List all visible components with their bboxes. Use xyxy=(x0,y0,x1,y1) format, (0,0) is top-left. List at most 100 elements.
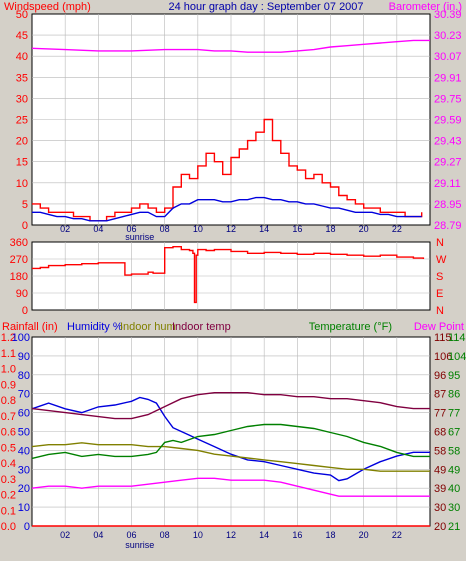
axis-tick-label: 50 xyxy=(16,9,28,21)
axis-tick-label: 60 xyxy=(18,408,30,420)
x-tick-label: 14 xyxy=(259,224,269,234)
series-line xyxy=(31,396,430,482)
axis-tick-label: 58 xyxy=(448,445,460,457)
barometer-axis-title: Barometer (in.) xyxy=(389,1,462,13)
axis-tick-label: 40 xyxy=(18,445,30,457)
axis-tick-label: 87 xyxy=(434,389,446,401)
axis-tick-label: 0.7 xyxy=(1,411,16,423)
climate-panel-series xyxy=(31,392,430,527)
axis-tick-label: 67 xyxy=(448,427,460,439)
axis-tick-label: 0 xyxy=(22,305,28,317)
wind-panel-x-tick-labels: 02 04 06 08 10 12 14 16 18 20 22 xyxy=(60,224,402,234)
axis-tick-label: 0 xyxy=(24,521,30,533)
axis-tick-label: 30.39 xyxy=(434,9,462,21)
axis-tick-label: 10 xyxy=(16,178,28,190)
series-line xyxy=(31,392,430,420)
rainfall-legend: Rainfall (in) xyxy=(2,321,58,333)
axis-tick-label: 28.95 xyxy=(434,199,462,211)
axis-tick-label: 0.1 xyxy=(1,505,16,517)
axis-tick-label: S xyxy=(436,271,443,283)
axis-tick-label: 1.1 xyxy=(1,348,16,360)
axis-tick-label: 30 xyxy=(448,502,460,514)
x-tick-label: 14 xyxy=(259,530,269,540)
x-tick-label: 02 xyxy=(60,224,70,234)
series-line xyxy=(32,246,425,304)
chart-title: 24 hour graph day : September 07 2007 xyxy=(168,1,363,13)
x-tick-label: 12 xyxy=(226,224,236,234)
axis-tick-label: 70 xyxy=(18,389,30,401)
axis-tick-label: 29.27 xyxy=(434,157,462,169)
x-tick-label: 20 xyxy=(359,224,369,234)
axis-tick-label: 90 xyxy=(18,351,30,363)
axis-tick-label: 29.11 xyxy=(434,178,461,190)
axis-tick-label: 1.0 xyxy=(1,364,16,376)
x-tick-label: 08 xyxy=(160,530,170,540)
axis-tick-label: 68 xyxy=(434,427,446,439)
axis-tick-label: 5 xyxy=(22,199,28,211)
x-tick-label: 20 xyxy=(359,530,369,540)
axis-tick-label: 0.6 xyxy=(1,427,16,439)
x-tick-label: 10 xyxy=(193,530,203,540)
humidity-legend: Humidity % xyxy=(67,321,123,333)
axis-tick-label: 21 xyxy=(448,521,460,533)
axis-tick-label: 20 xyxy=(434,521,446,533)
windspeed-tick-labels: 0 5 10 15 20 25 30 35 40 45 50 xyxy=(16,9,28,232)
axis-tick-label: 30.07 xyxy=(434,51,462,63)
dew-point-tick-labels: 21 30 40 49 58 67 77 86 95 104 114 xyxy=(448,332,466,533)
axis-tick-label: 29.43 xyxy=(434,136,462,148)
series-line xyxy=(31,442,430,472)
axis-tick-label: N xyxy=(436,237,444,249)
climate-panel-x-tick-labels: 02 04 06 08 10 12 14 16 18 20 22 xyxy=(60,530,402,540)
wind-panel-grid xyxy=(32,14,430,225)
axis-tick-label: 40 xyxy=(448,483,460,495)
axis-tick-label: 360 xyxy=(10,237,28,249)
axis-tick-label: 77 xyxy=(434,408,446,420)
axis-tick-label: 0.2 xyxy=(1,490,16,502)
direction-degree-tick-labels: 0 90 180 270 360 xyxy=(10,237,28,317)
axis-tick-label: 0.0 xyxy=(1,521,16,533)
x-tick-label: 02 xyxy=(60,530,70,540)
axis-tick-label: 39 xyxy=(434,483,446,495)
axis-tick-label: 77 xyxy=(448,408,460,420)
axis-tick-label: 0.3 xyxy=(1,474,16,486)
series-line xyxy=(31,477,430,497)
indoor-hum-legend: Indoor hum xyxy=(120,321,176,333)
series-line xyxy=(32,196,422,222)
axis-tick-label: 100 xyxy=(12,332,30,344)
axis-tick-label: 30 xyxy=(18,464,30,476)
sunrise-label: sunrise xyxy=(125,540,154,550)
axis-tick-label: 96 xyxy=(434,370,446,382)
axis-tick-label: 106 xyxy=(434,351,452,363)
dew-point-legend: Dew Point xyxy=(414,321,464,333)
axis-tick-label: 40 xyxy=(16,51,28,63)
axis-tick-label: 86 xyxy=(448,389,460,401)
x-tick-label: 10 xyxy=(193,224,203,234)
axis-tick-label: 0 xyxy=(22,220,28,232)
axis-tick-label: 29.59 xyxy=(434,115,462,127)
axis-tick-label: 50 xyxy=(18,427,30,439)
rainfall-tick-labels: 0.0 0.1 0.2 0.3 0.4 0.5 0.6 0.7 0.8 0.9 1.0 1.1 1.2 xyxy=(1,332,16,533)
x-tick-label: 22 xyxy=(392,224,402,234)
axis-tick-label: 114 xyxy=(448,332,466,344)
indoor-temp-legend: Indoor temp xyxy=(172,321,231,333)
axis-tick-label: 180 xyxy=(10,271,28,283)
axis-tick-label: 30 xyxy=(16,93,28,105)
x-tick-label: 06 xyxy=(126,224,136,234)
x-tick-label: 04 xyxy=(93,224,103,234)
temperature-tick-labels: 20 30 39 49 58 68 77 87 96 106 115 xyxy=(434,332,452,533)
axis-tick-label: 28.79 xyxy=(434,220,462,232)
sunrise-label: sunrise xyxy=(125,232,154,242)
x-tick-label: 18 xyxy=(325,530,335,540)
axis-tick-label: E xyxy=(436,288,443,300)
series-line xyxy=(32,118,423,222)
x-tick-label: 08 xyxy=(160,224,170,234)
axis-tick-label: 30.23 xyxy=(434,30,462,42)
temperature-legend: Temperature (°F) xyxy=(309,321,392,333)
wind-panel-series xyxy=(31,39,430,222)
axis-tick-label: 0.5 xyxy=(1,442,16,454)
x-tick-label: 12 xyxy=(226,530,236,540)
series-line xyxy=(31,423,430,460)
axis-tick-label: 30 xyxy=(434,502,446,514)
